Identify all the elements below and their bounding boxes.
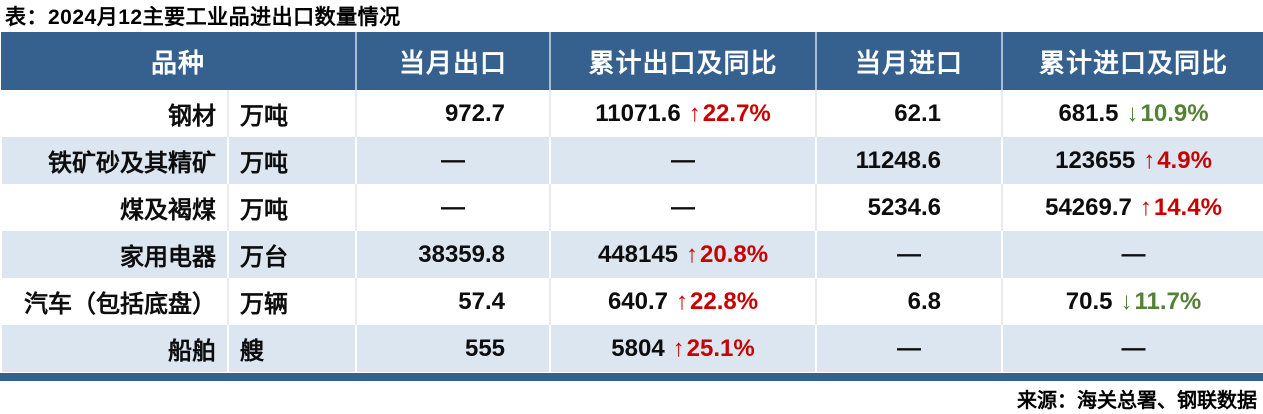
- source-caption: 来源：海关总署、钢联数据: [1017, 390, 1257, 412]
- monthly-import-cell: 62.1: [815, 90, 1003, 137]
- up-arrow-icon: ↑: [672, 334, 685, 362]
- unit-cell: 万吨: [226, 90, 357, 137]
- monthly-import-cell: 6.8: [815, 278, 1003, 325]
- cumulative-import-cell: 681.5 ↓10.9%: [1001, 90, 1263, 137]
- cumulative-export-cell: 448145 ↑20.8%: [549, 231, 817, 278]
- unit-cell: 万台: [226, 231, 357, 278]
- product-name-cell: 船舶: [168, 338, 216, 365]
- cumulative-export-cell: 640.7 ↑22.8%: [549, 278, 817, 325]
- col-header-category: 品种: [1, 32, 357, 90]
- cumulative-import-cell: 123655 ↑4.9%: [1001, 137, 1263, 184]
- cumulative-import-cell: —: [1001, 325, 1263, 372]
- monthly-export-cell: 555: [355, 325, 551, 372]
- data-table: 品种 当月出口 累计出口及同比 当月进口 累计进口及同比 钢材 万吨 972.7…: [0, 32, 1263, 372]
- header-row: 品种 当月出口 累计出口及同比 当月进口 累计进口及同比: [1, 32, 1263, 90]
- product-name-cell: 家用电器: [120, 244, 216, 271]
- unit-cell: 万吨: [226, 137, 357, 184]
- unit-cell: 万辆: [226, 278, 357, 325]
- down-arrow-icon: ↓: [1120, 287, 1133, 315]
- col-header-cum-export: 累计出口及同比: [549, 32, 817, 90]
- down-arrow-icon: ↓: [1126, 99, 1139, 127]
- monthly-import-cell: —: [815, 325, 1003, 372]
- monthly-export-cell: —: [355, 184, 551, 231]
- up-arrow-icon: ↑: [686, 240, 699, 268]
- col-header-month-import: 当月进口: [815, 32, 1003, 90]
- monthly-import-cell: —: [815, 231, 1003, 278]
- unit-cell: 万吨: [226, 184, 357, 231]
- table-row: 家用电器 万台 38359.8 448145 ↑20.8% — —: [1, 231, 1263, 278]
- page-title: 表：2024月12主要工业品进出口数量情况: [5, 6, 401, 29]
- monthly-export-cell: 972.7: [355, 90, 551, 137]
- monthly-export-cell: 57.4: [355, 278, 551, 325]
- product-name-cell: 煤及褐煤: [120, 197, 216, 224]
- monthly-export-cell: 38359.8: [355, 231, 551, 278]
- table-row: 钢材 万吨 972.7 11071.6 ↑22.7% 62.1 681.5 ↓10.…: [1, 90, 1263, 137]
- col-header-month-export: 当月出口: [355, 32, 551, 90]
- cumulative-import-cell: 54269.7 ↑14.4%: [1001, 184, 1263, 231]
- cumulative-export-cell: 5804 ↑25.1%: [549, 325, 817, 372]
- table-bottom-bar: [0, 373, 1263, 381]
- table-row: 煤及褐煤 万吨 — — 5234.6 54269.7 ↑14.4%: [1, 184, 1263, 231]
- cumulative-import-cell: 70.5 ↓11.7%: [1001, 278, 1263, 325]
- cumulative-export-cell: —: [549, 137, 817, 184]
- cumulative-export-cell: —: [549, 184, 817, 231]
- monthly-import-cell: 11248.6: [815, 137, 1003, 184]
- table-row: 船舶 艘 555 5804 ↑25.1% — —: [1, 325, 1263, 372]
- col-header-cum-import: 累计进口及同比: [1001, 32, 1263, 90]
- product-name-cell: 钢材: [168, 103, 216, 130]
- up-arrow-icon: ↑: [676, 287, 689, 315]
- product-name-cell: 汽车（包括底盘）: [24, 291, 216, 318]
- table-row: 铁矿砂及其精矿 万吨 — — 11248.6 123655 ↑4.9%: [1, 137, 1263, 184]
- cumulative-export-cell: 11071.6 ↑22.7%: [549, 90, 817, 137]
- table-row: 汽车（包括底盘） 万辆 57.4 640.7 ↑22.8% 6.8 70.5 ↓11…: [1, 278, 1263, 325]
- monthly-import-cell: 5234.6: [815, 184, 1003, 231]
- monthly-export-cell: —: [355, 137, 551, 184]
- up-arrow-icon: ↑: [688, 99, 701, 127]
- up-arrow-icon: ↑: [1139, 193, 1152, 221]
- cumulative-import-cell: —: [1001, 231, 1263, 278]
- unit-cell: 艘: [226, 325, 357, 372]
- product-name-cell: 铁矿砂及其精矿: [48, 150, 216, 177]
- up-arrow-icon: ↑: [1143, 146, 1156, 174]
